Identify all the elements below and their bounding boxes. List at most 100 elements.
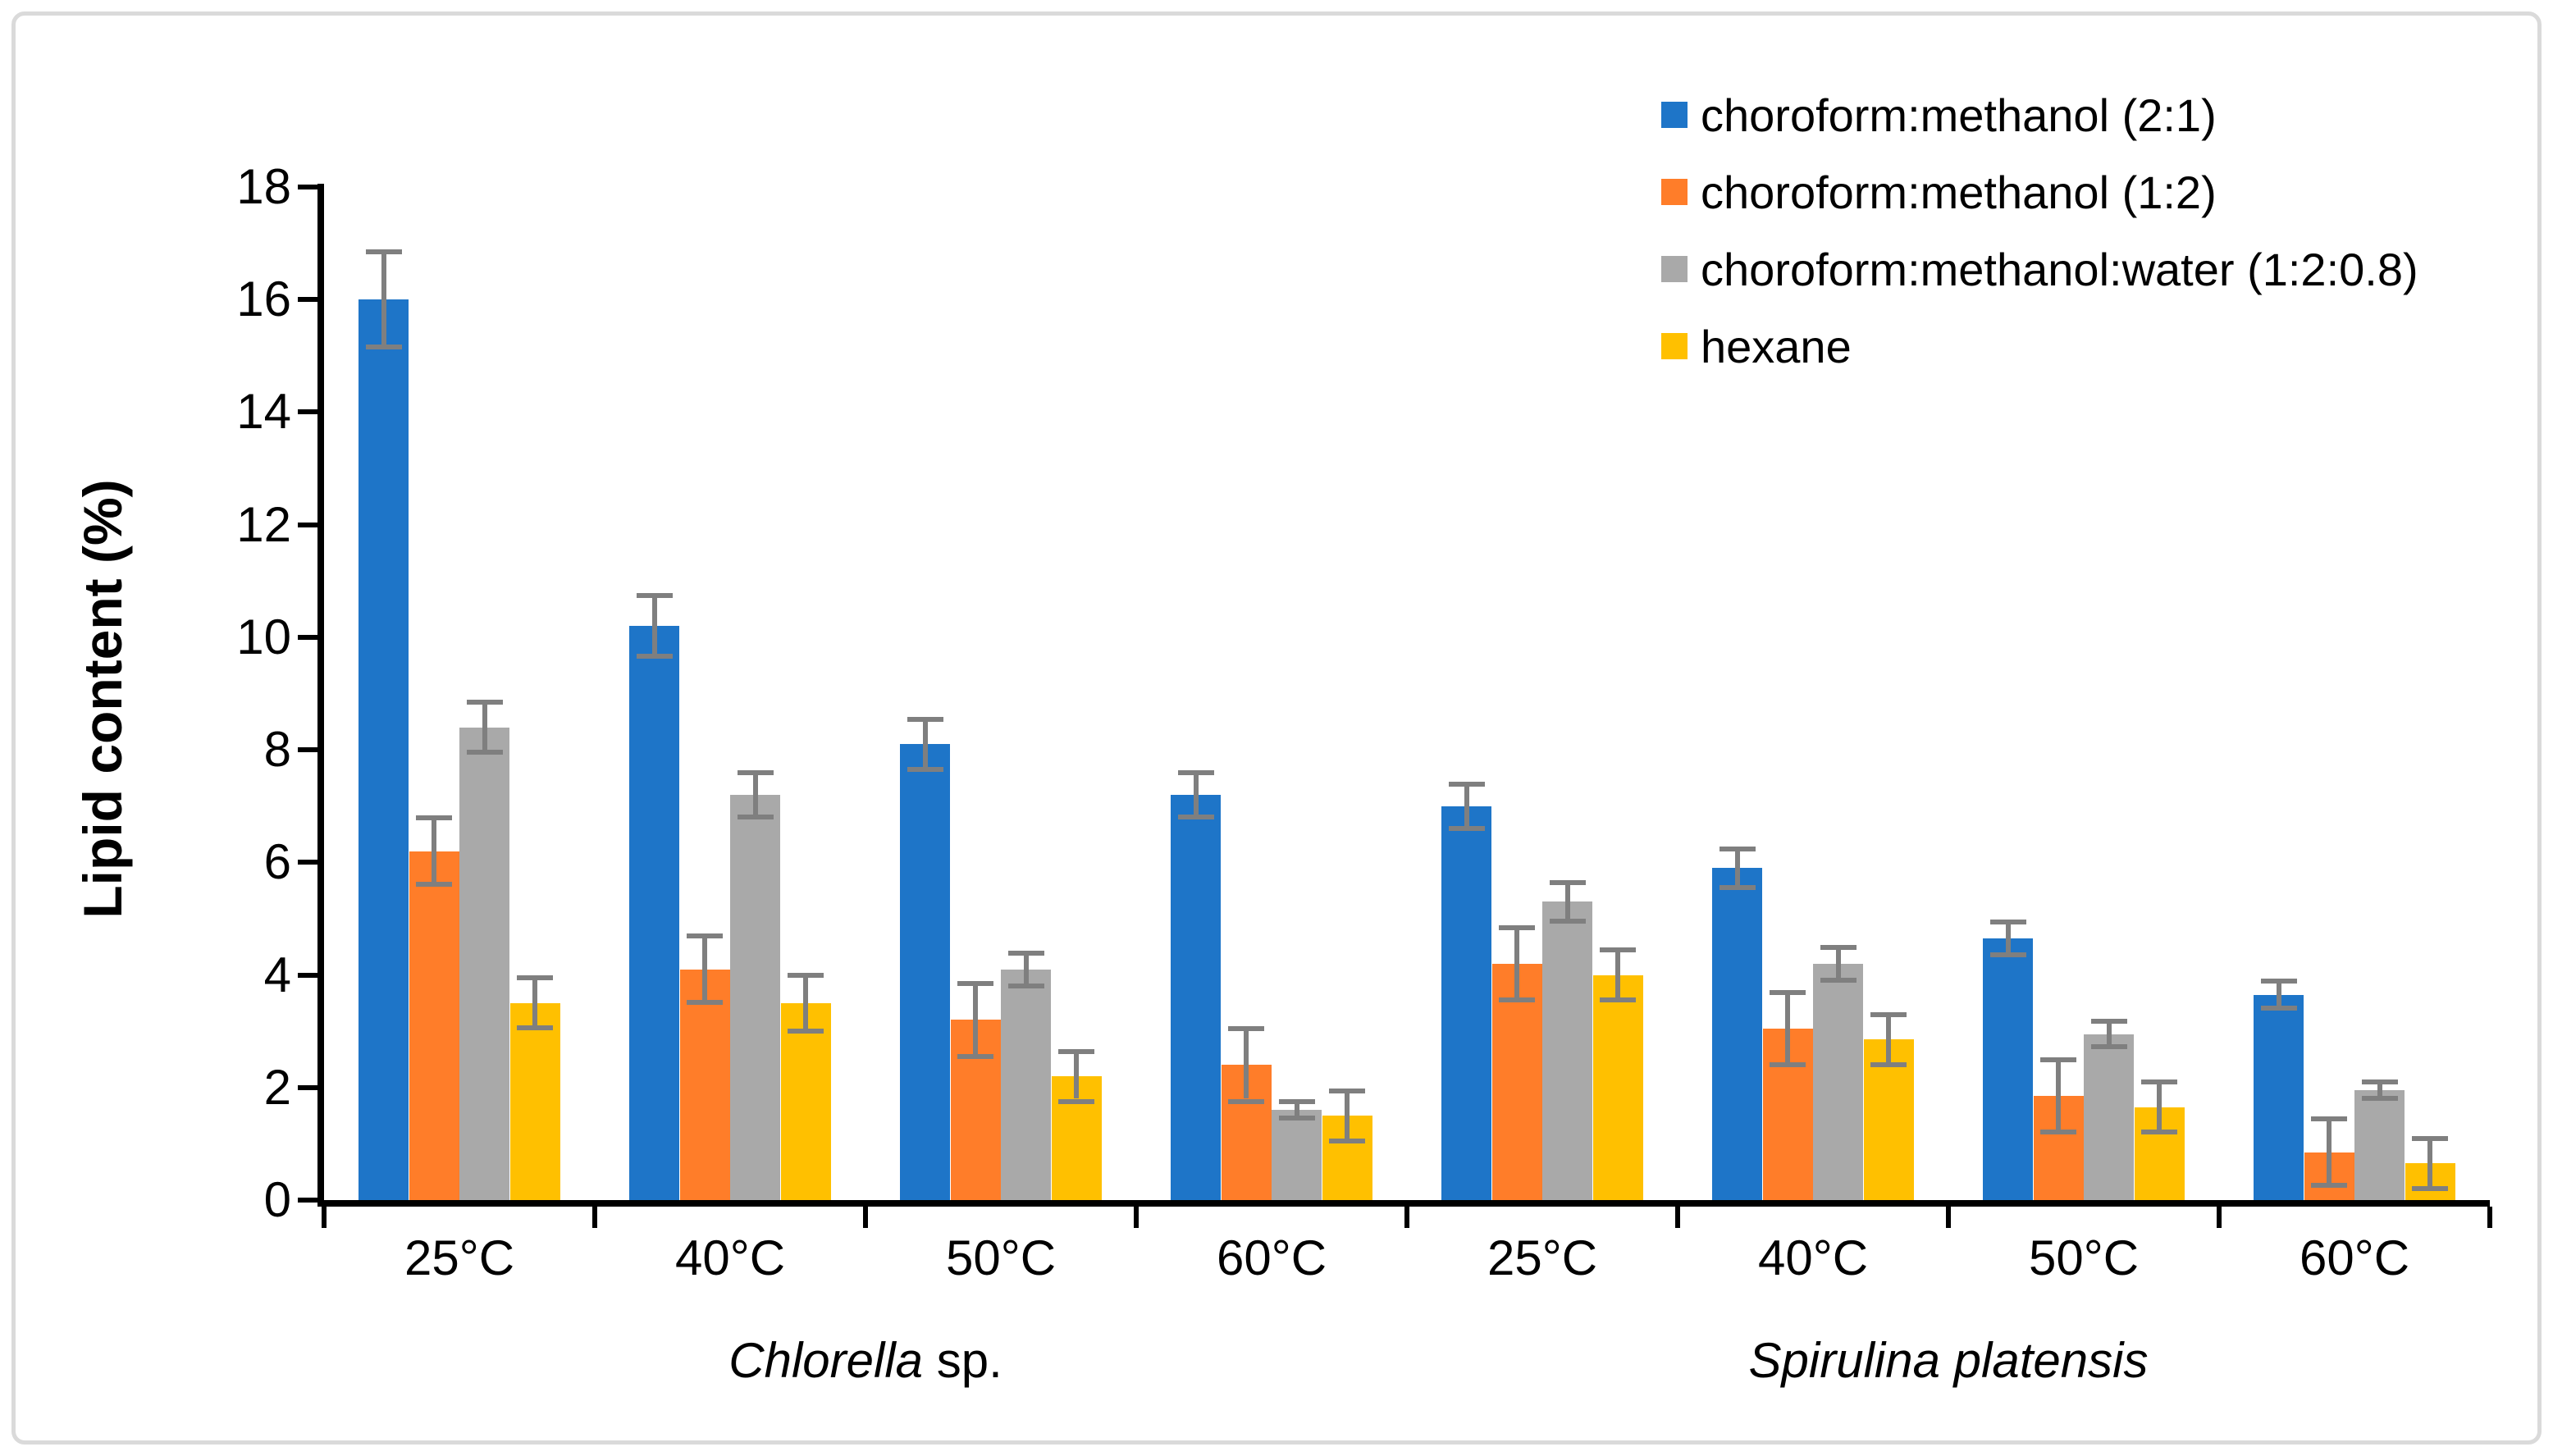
error-bar-cap-top [788,972,824,978]
bar [2354,1090,2405,1200]
error-bar-line [752,774,758,815]
x-category-label: 40°C [1757,1230,1869,1285]
y-tick-label: 18 [236,159,291,214]
y-axis-tick [298,409,317,415]
error-bar-cap-top [1058,1048,1095,1054]
error-bar-line [381,254,386,345]
error-bar-cap-bottom [788,1028,824,1034]
legend-label: hexane [1701,320,1852,372]
error-bar-line [1345,1093,1350,1139]
error-bar-cap-bottom [2361,1096,2398,1102]
error-bar-cap-bottom [2260,1006,2297,1011]
error-bar-cap-top [1448,781,1485,787]
error-bar-line [651,597,657,655]
error-bar-cap-top [636,592,673,598]
error-bar-cap-bottom [1770,1061,1806,1067]
bar [409,851,459,1200]
y-tick-label: 6 [263,834,291,890]
error-bar-cap-top [1870,1012,1907,1017]
error-bar-cap-top [1549,879,1586,885]
x-category-label: 60°C [1216,1230,1327,1285]
error-bar-cap-top [2311,1116,2348,1121]
x-axis-line [317,1200,2490,1207]
bar [730,795,780,1200]
error-bar-cap-bottom [1870,1061,1907,1067]
y-axis-tick [298,1084,317,1090]
error-bar-line [2377,1084,2382,1097]
error-bar-line [2327,1121,2332,1184]
error-bar-line [702,938,708,1001]
error-bar-line [2157,1084,2163,1130]
error-bar-cap-top [2412,1135,2449,1141]
error-bar-cap-bottom [1058,1098,1095,1104]
legend-label: choroform:methanol:water (1:2:0.8) [1701,243,2418,295]
error-bar-line [2427,1140,2433,1186]
error-bar-cap-bottom [1719,884,1756,890]
bar [1171,795,1221,1200]
error-bar-cap-top [687,933,724,938]
y-axis-tick [298,1198,317,1203]
x-axis-tick [2487,1207,2492,1228]
bar [1491,963,1542,1200]
bar [2254,994,2304,1200]
error-bar-cap-bottom [636,654,673,660]
y-axis-tick [298,185,317,189]
error-bar-cap-bottom [1448,825,1485,831]
x-category-label: 60°C [2299,1230,2410,1285]
bar [1001,969,1051,1200]
error-bar-cap-bottom [2141,1130,2178,1135]
x-axis-tick [322,1207,327,1228]
bar [900,744,950,1200]
error-bar-line [1464,786,1469,826]
bar [1592,974,1643,1200]
error-bar-line [1244,1031,1249,1099]
error-bar-line [432,819,437,883]
error-bar-line [922,721,928,767]
error-bar-cap-top [1989,919,2026,924]
legend-item: choroform:methanol (2:1) [1661,76,2418,153]
error-bar-cap-top [1770,989,1806,995]
bar [1542,901,1592,1200]
error-bar-line [482,705,487,751]
error-bar-cap-bottom [1989,952,2026,958]
y-tick-label: 8 [263,722,291,778]
bar [1272,1110,1322,1200]
y-tick-label: 12 [236,496,291,552]
legend-item: choroform:methanol:water (1:2:0.8) [1661,230,2418,308]
error-bar-cap-top [957,981,994,987]
species-label-spirulina: Spirulina platensis [1407,1330,2490,1391]
error-bar-cap-bottom [1549,918,1586,924]
bar [679,969,730,1200]
error-bar-cap-bottom [2040,1130,2077,1135]
bar [509,1002,560,1200]
error-bar-cap-bottom [1600,997,1637,1002]
error-bar-line [1193,774,1199,815]
error-bar-cap-bottom [1820,977,1857,983]
y-tick-label: 14 [236,384,291,440]
error-bar-cap-bottom [1329,1138,1366,1143]
error-bar-cap-top [365,249,402,255]
error-bar-cap-top [1177,769,1214,775]
y-axis-tick [298,972,317,978]
y-tick-label: 0 [263,1172,291,1227]
error-bar-line [532,980,538,1026]
error-bar-cap-top [1600,947,1637,953]
legend-label: choroform:methanol (2:1) [1701,89,2217,141]
x-axis-tick [1134,1207,1139,1228]
x-axis-tick [1675,1207,1680,1228]
error-bar-cap-bottom [737,815,774,819]
y-axis-tick [298,522,317,527]
bar [780,1002,831,1200]
bar [1441,806,1491,1200]
error-bar-line [2005,924,2011,953]
error-bar-line [1886,1017,1892,1062]
error-bar-cap-top [1820,944,1857,950]
error-bar-cap-top [1007,950,1044,956]
x-category-label: 25°C [404,1230,515,1285]
y-axis-tick [298,634,317,640]
error-bar-line [973,986,979,1054]
legend-item: choroform:methanol (1:2) [1661,153,2418,230]
species-label-chlorella: Chlorella sp. [324,1330,1407,1391]
error-bar-cap-top [1329,1088,1366,1093]
